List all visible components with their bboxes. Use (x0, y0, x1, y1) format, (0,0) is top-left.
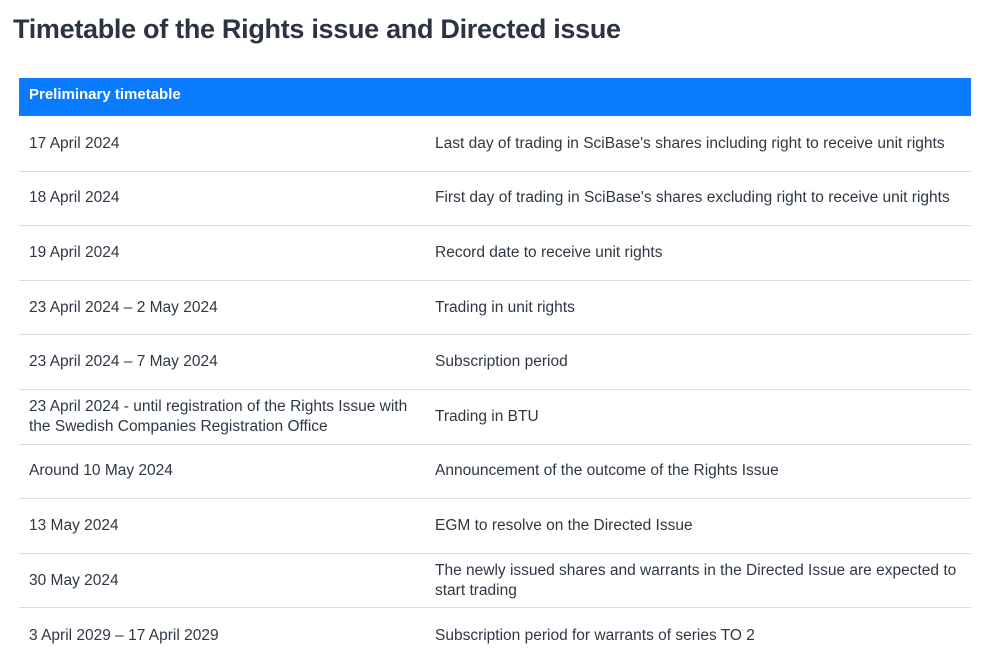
row-date: 17 April 2024 (29, 134, 120, 152)
table-row: 13 May 2024 EGM to resolve on the Direct… (19, 499, 971, 554)
row-date: 23 April 2024 – 2 May 2024 (29, 298, 218, 316)
row-event: Last day of trading in SciBase's shares … (435, 134, 945, 152)
table-row: Around 10 May 2024 Announcement of the o… (19, 445, 971, 500)
page-title: Timetable of the Rights issue and Direct… (13, 14, 621, 44)
row-date: 23 April 2024 – 7 May 2024 (29, 353, 218, 371)
table-row: 23 April 2024 – 2 May 2024 Trading in un… (19, 281, 971, 336)
row-date: 23 April 2024 - until registration of th… (29, 397, 408, 435)
row-event: The newly issued shares and warrants in … (435, 561, 957, 599)
row-date: 3 April 2029 – 17 April 2029 (29, 626, 219, 644)
table-row: 17 April 2024 Last day of trading in Sci… (19, 117, 971, 172)
row-date: Around 10 May 2024 (29, 462, 173, 480)
table-row: 19 April 2024 Record date to receive uni… (19, 226, 971, 281)
timetable-header: Preliminary timetable (19, 78, 971, 117)
table-row: 23 April 2024 - until registration of th… (19, 390, 971, 445)
timetable: Preliminary timetable 17 April 2024 Last… (19, 78, 971, 663)
row-date: 18 April 2024 (29, 189, 120, 207)
table-row: 30 May 2024 The newly issued shares and … (19, 554, 971, 609)
row-event: Trading in BTU (435, 407, 539, 425)
row-event: Record date to receive unit rights (435, 243, 663, 261)
table-row: 3 April 2029 – 17 April 2029 Subscriptio… (19, 608, 971, 663)
row-event: Trading in unit rights (435, 298, 575, 316)
row-event: First day of trading in SciBase's shares… (435, 189, 950, 207)
row-event: EGM to resolve on the Directed Issue (435, 516, 693, 534)
row-date: 30 May 2024 (29, 571, 119, 589)
row-event: Announcement of the outcome of the Right… (435, 462, 779, 480)
table-row: 23 April 2024 – 7 May 2024 Subscription … (19, 335, 971, 390)
row-event: Subscription period for warrants of seri… (435, 626, 755, 644)
row-date: 13 May 2024 (29, 516, 119, 534)
row-date: 19 April 2024 (29, 243, 120, 261)
row-event: Subscription period (435, 353, 568, 371)
table-row: 18 April 2024 First day of trading in Sc… (19, 172, 971, 227)
